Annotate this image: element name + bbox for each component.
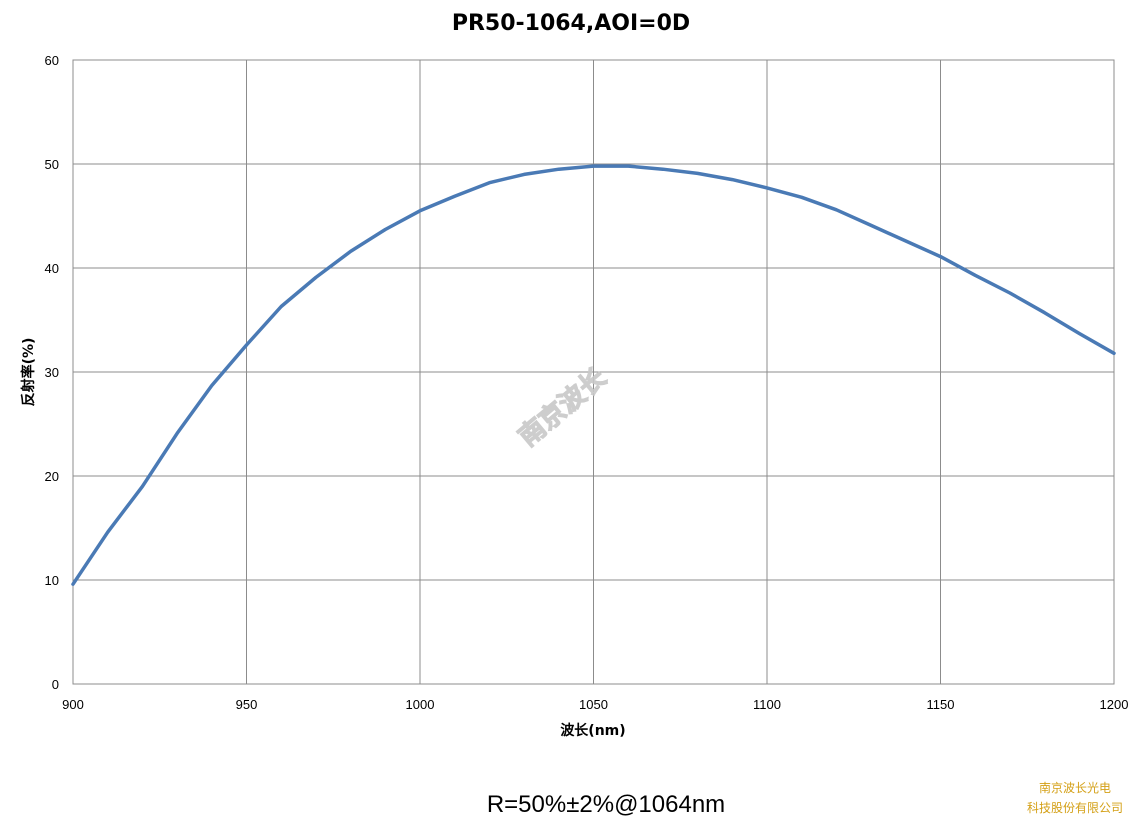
chart-title: PR50-1064,AOI=0D xyxy=(452,11,690,36)
plot-area xyxy=(72,59,1115,685)
x-tick-label: 1050 xyxy=(579,697,608,712)
x-tick-label: 950 xyxy=(236,697,258,712)
x-axis-title: 波长(nm) xyxy=(560,722,625,739)
y-tick-label: 20 xyxy=(45,469,59,484)
x-tick-label: 1150 xyxy=(927,697,955,712)
y-tick-label: 30 xyxy=(45,365,59,380)
spec-text: R=50%±2%@1064nm xyxy=(487,791,725,818)
series-line xyxy=(71,164,1116,586)
y-tick-label: 40 xyxy=(45,261,59,276)
y-tick-label: 10 xyxy=(45,573,59,588)
y-tick-label: 0 xyxy=(52,677,59,692)
watermark: 南京波长 xyxy=(513,362,613,453)
x-tick-label: 1000 xyxy=(406,697,435,712)
axis-ticks: 0 10 20 30 40 50 60 900 950 1000 1050 1100 1150 1200 xyxy=(45,53,1129,712)
y-axis-title: 反射率(%) xyxy=(20,338,37,407)
company-name-line1: 南京波长光电 xyxy=(1039,780,1111,795)
company-name-line2: 科技股份有限公司 xyxy=(1027,801,1123,815)
y-tick-label: 60 xyxy=(45,53,59,68)
x-tick-label: 900 xyxy=(62,697,84,712)
x-tick-label: 1100 xyxy=(753,697,781,712)
x-tick-label: 1200 xyxy=(1100,697,1129,712)
y-tick-label: 50 xyxy=(45,157,59,172)
